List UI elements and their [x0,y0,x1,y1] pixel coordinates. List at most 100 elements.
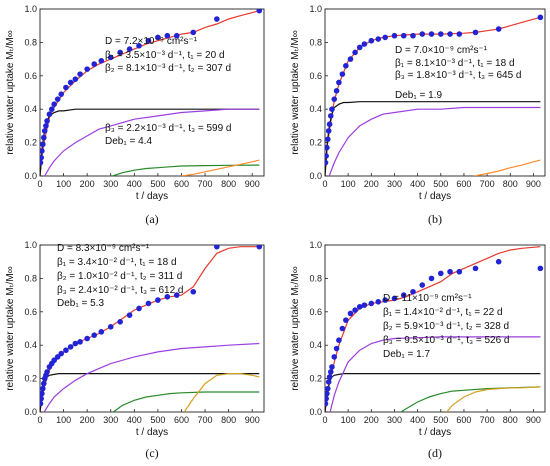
model-curve [40,373,260,412]
x-tick-label: 0 [37,415,42,425]
y-tick-label: 0.8 [309,273,322,283]
data-point [44,369,50,375]
plot-area [325,14,544,176]
data-point [428,31,435,37]
y-axis-label: relative water uptake Mₜ/M∞ [290,30,301,155]
data-point [391,295,398,302]
data-point [456,268,463,275]
data-point [63,347,69,354]
data-point [325,128,332,134]
data-point [44,118,50,124]
x-tick-label: 0 [322,179,327,189]
data-point [327,113,334,119]
plot-frame [324,8,546,177]
x-tick-label: 200 [364,179,379,189]
data-point [331,96,338,102]
plot-area [40,9,263,176]
data-point [58,350,65,357]
data-point [40,385,46,392]
x-tick-label: 300 [387,415,402,425]
data-point [145,300,152,307]
y-tick-label: 0.2 [24,374,37,384]
data-point [382,34,389,41]
fit-parameter: Deb₁ = 1.9 [395,90,442,101]
data-point [72,340,79,347]
data-point [126,312,133,318]
x-tick-label: 600 [174,415,189,425]
x-tick-label: 600 [456,179,471,189]
x-tick-label: 0 [37,179,42,189]
x-tick-label: 900 [526,179,541,189]
data-point [40,159,44,166]
model-curve [112,391,260,412]
panel-label: (c) [145,446,158,460]
x-tick-label: 800 [221,179,236,189]
data-point [375,36,382,42]
data-point [333,345,340,352]
y-tick-label: 0.8 [24,273,37,283]
y-tick-label: 0.2 [309,374,322,384]
data-point [173,32,180,39]
data-point [40,148,45,154]
x-tick-label: 700 [480,415,495,425]
x-tick-label: 900 [526,415,541,425]
model-curve [446,386,541,412]
data-point [40,400,44,407]
data-point [327,369,334,375]
model-curve [328,106,541,176]
panel-label: (a) [145,212,158,226]
data-point [368,300,375,307]
plot-area [325,246,544,412]
x-tick-label: 200 [364,415,379,425]
fit-parameter: β₂ = 1.0×10⁻² d⁻¹, t₂ = 311 d [57,271,182,282]
data-point [336,337,342,343]
x-tick-label: 500 [150,179,165,189]
data-point [447,31,453,37]
data-point [136,42,142,49]
y-axis-label: relative water uptake Mₜ/M∞ [5,30,16,155]
fit-parameter: β₂ = 8.1×10⁻³ d⁻¹, t₂ = 307 d [105,63,231,74]
data-point [40,395,44,402]
data-point [339,325,346,332]
y-tick-label: 0.2 [24,138,37,148]
data-point [382,297,389,303]
x-tick-label: 200 [80,415,95,425]
data-point [98,57,105,64]
data-point [126,46,133,52]
fit-parameter: β₃ = 2.2×10⁻³ d⁻¹, t₃ = 599 d [105,123,231,134]
fit-parameter: D = 11×10⁻⁹ cm²s⁻¹ [383,293,472,304]
y-tick-label: 0.4 [309,104,322,114]
data-point [400,32,407,39]
data-point [173,292,180,298]
data-point [117,319,123,325]
y-tick-label: 0.6 [309,71,322,81]
data-point [77,339,83,345]
y-tick-label: 0.0 [24,407,37,417]
y-tick-label: 0.0 [24,171,37,181]
x-axis-label: t / days [136,427,168,438]
data-point [256,9,263,14]
data-point [410,32,416,39]
fit-parameter: Deb₁ = 5.3 [57,298,104,309]
data-point [326,121,333,128]
data-point [391,32,398,39]
data-point [107,324,114,330]
data-point [419,31,426,37]
data-point [437,31,444,37]
plot-frame [324,244,546,413]
data-point [537,265,544,272]
chart-panel: 0 100 200 300 400 500 600 700 800 900 0.0 0.2 0.4 0.6… [290,4,546,226]
data-point [343,317,349,323]
data-point [339,71,346,77]
y-tick-label: 0.4 [24,104,37,114]
data-point [84,66,90,72]
x-tick-label: 700 [198,179,213,189]
data-point [190,288,197,295]
data-point [325,385,331,392]
x-tick-label: 500 [433,415,448,425]
x-tick-label: 100 [56,179,71,189]
data-point [325,379,332,385]
x-tick-label: 700 [198,415,213,425]
y-tick-label: 0.6 [24,307,37,317]
x-tick-label: 600 [174,179,189,189]
